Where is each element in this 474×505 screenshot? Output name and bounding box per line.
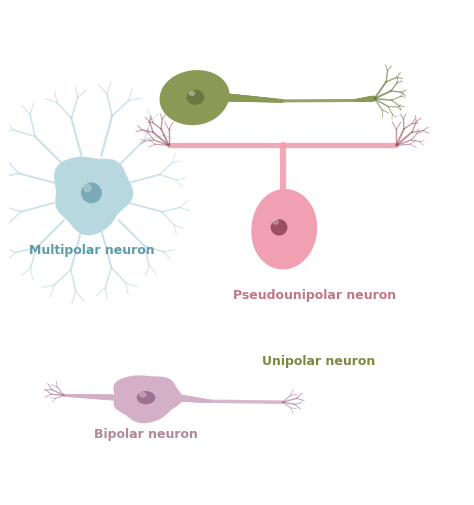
Text: Pseudounipolar neuron: Pseudounipolar neuron: [233, 289, 396, 302]
Polygon shape: [252, 190, 317, 269]
Ellipse shape: [139, 393, 146, 397]
Ellipse shape: [187, 91, 204, 105]
Ellipse shape: [272, 221, 287, 235]
Text: Bipolar neuron: Bipolar neuron: [94, 427, 198, 440]
Ellipse shape: [137, 392, 155, 403]
Polygon shape: [113, 376, 182, 423]
Ellipse shape: [82, 184, 101, 203]
Text: Multipolar neuron: Multipolar neuron: [28, 243, 154, 257]
Polygon shape: [54, 158, 133, 236]
Polygon shape: [160, 72, 229, 125]
Ellipse shape: [190, 92, 195, 96]
Ellipse shape: [273, 220, 278, 225]
Ellipse shape: [84, 185, 91, 192]
Text: Unipolar neuron: Unipolar neuron: [262, 355, 375, 368]
